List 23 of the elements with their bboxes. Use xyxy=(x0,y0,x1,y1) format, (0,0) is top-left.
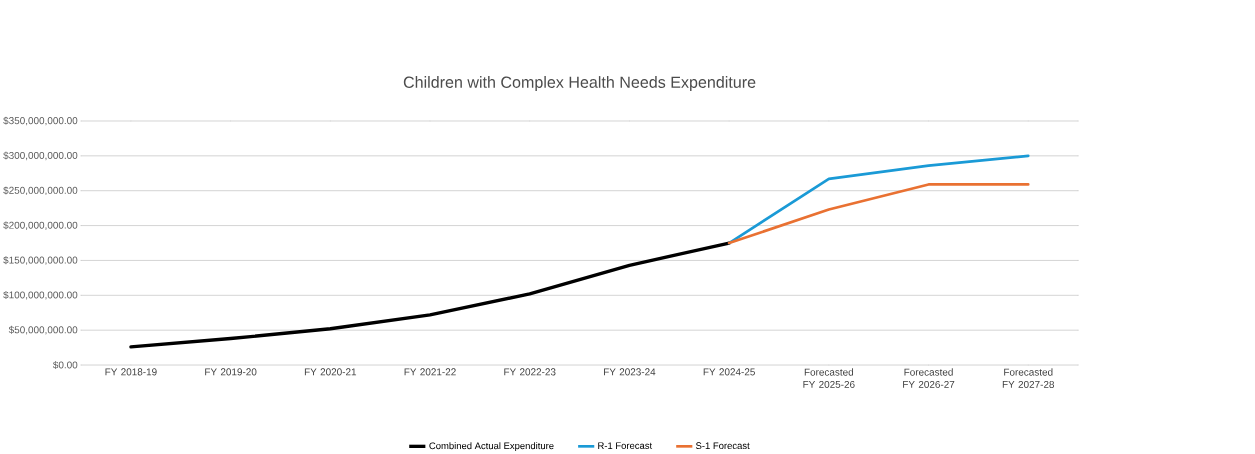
x-tick-label: FY 2020-21 xyxy=(304,368,357,376)
y-tick-label: $300,000,000.00 xyxy=(3,151,78,161)
y-tick-label: $50,000,000.00 xyxy=(8,325,78,335)
legend-label: S-1 Forecast xyxy=(695,442,750,449)
x-tick-label: FY 2021-22 xyxy=(404,368,456,376)
y-tick-label: $200,000,000.00 xyxy=(3,221,78,230)
x-tick-label: FY 2019-20 xyxy=(205,368,257,376)
x-tick-label: Forecasted FY 2026-27 xyxy=(903,368,955,388)
chart-title: Children with Complex Health Needs Expenditure xyxy=(403,75,756,91)
x-tick-label: FY 2022-23 xyxy=(504,368,556,376)
x-tick-label: FY 2024-25 xyxy=(703,368,755,376)
y-tick-label: $350,000,000.00 xyxy=(3,116,78,126)
x-tick-label: Forecasted FY 2027-28 xyxy=(1002,368,1055,388)
legend-label: R-1 Forecast xyxy=(598,442,653,449)
y-tick-label: $0.00 xyxy=(52,360,78,369)
line-series xyxy=(129,241,731,349)
legend-label: Combined Actual Expenditure xyxy=(429,442,554,451)
y-tick-label: $250,000,000.00 xyxy=(3,186,78,195)
x-tick-label: Forecasted FY 2025-26 xyxy=(803,368,855,388)
y-tick-label: $150,000,000.00 xyxy=(3,256,78,265)
y-tick-label: $100,000,000.00 xyxy=(3,290,78,300)
x-tick-label: FY 2018-19 xyxy=(105,368,157,376)
x-tick-label: FY 2023-24 xyxy=(604,368,656,376)
